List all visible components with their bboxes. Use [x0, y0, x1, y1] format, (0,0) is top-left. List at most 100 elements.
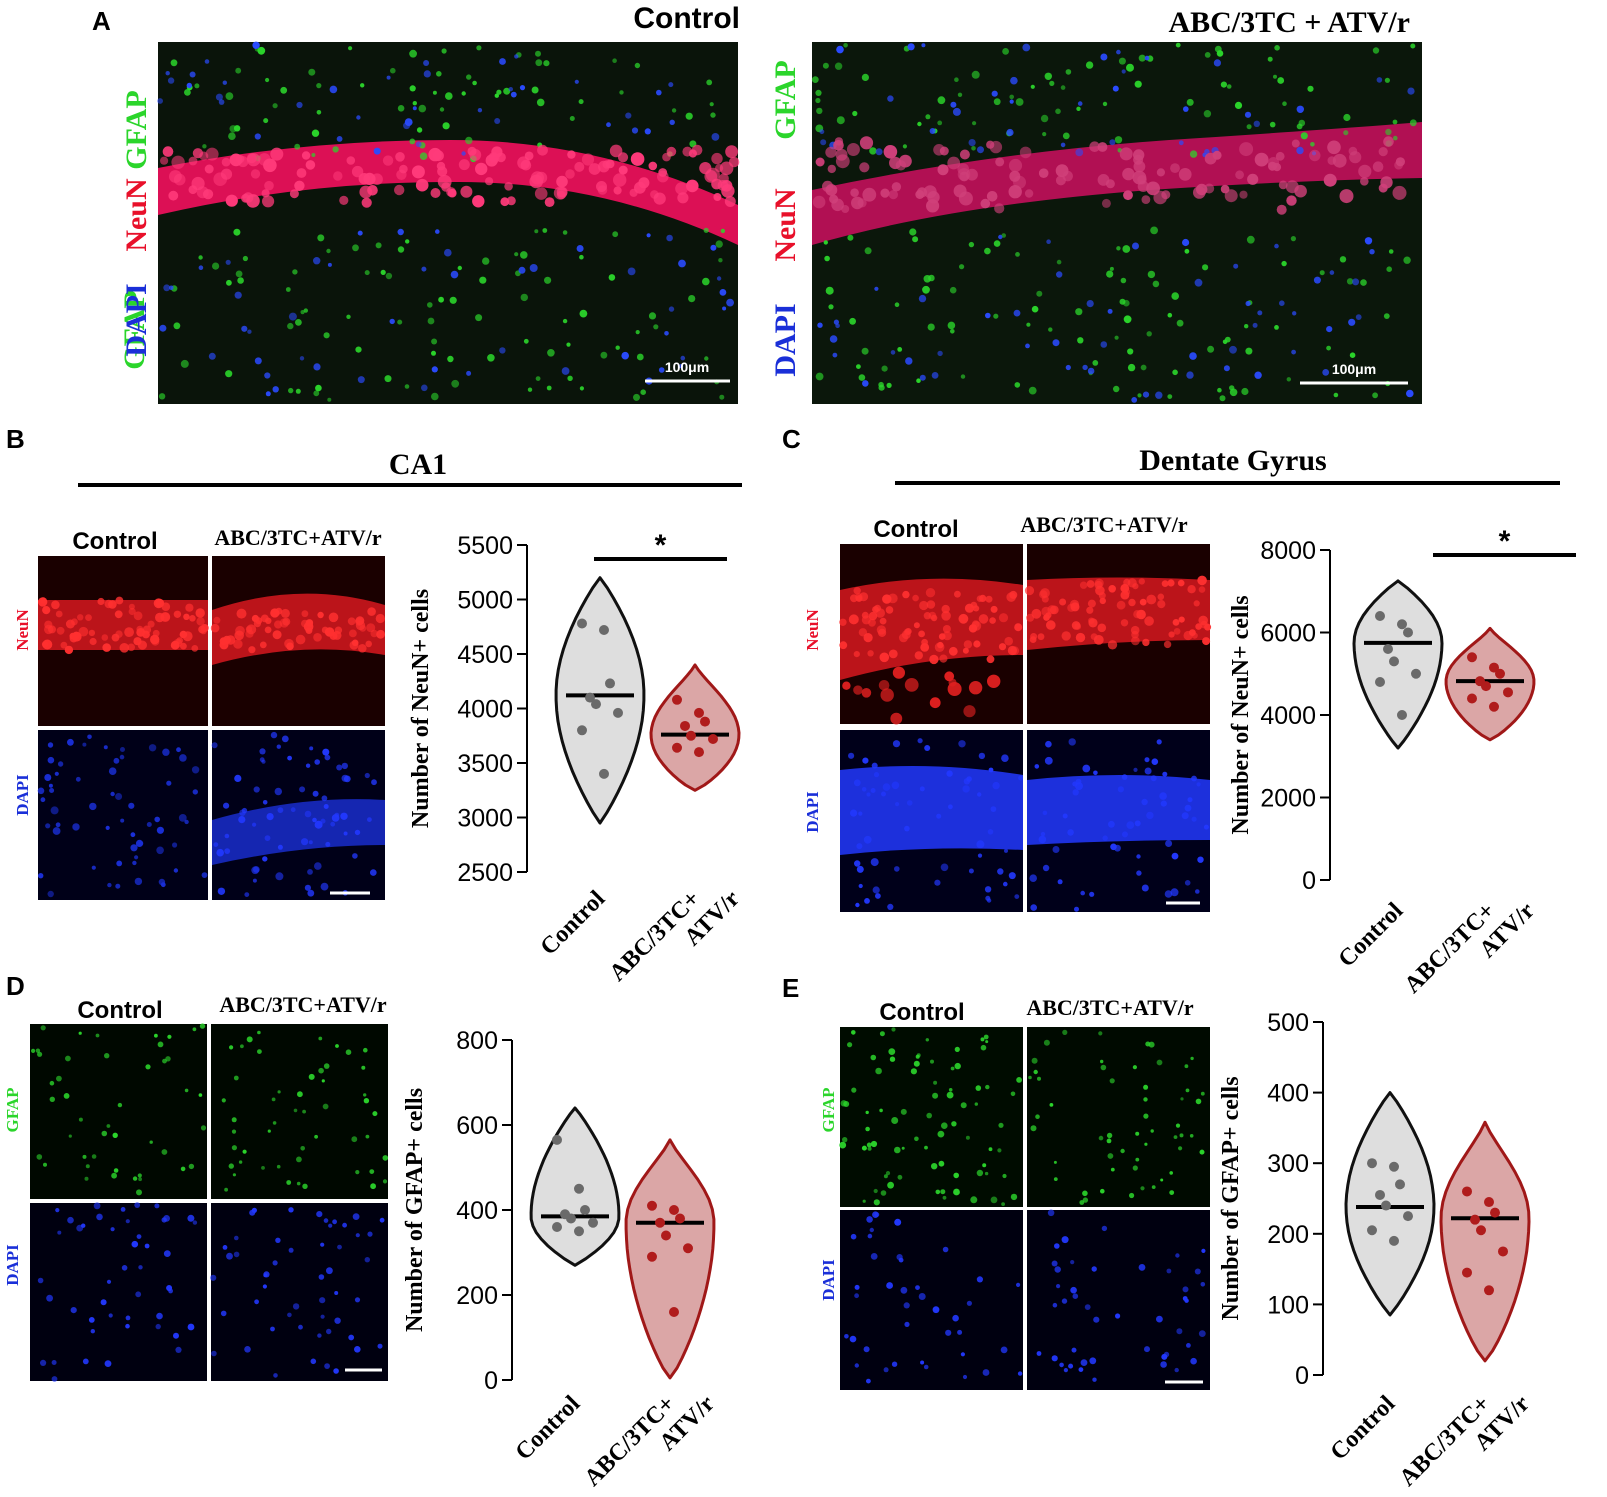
cell-dot: [296, 101, 303, 109]
cell-dot: [1114, 844, 1121, 852]
cell-dot: [544, 197, 555, 208]
cell-dot: [1026, 613, 1035, 622]
cell-dot: [1030, 84, 1035, 89]
cell-dot: [192, 789, 198, 795]
cell-dot: [1372, 47, 1380, 54]
cell-dot: [1170, 163, 1180, 174]
cell-dot: [677, 192, 689, 204]
cell-dot: [514, 252, 519, 257]
cell-dot: [1163, 640, 1172, 649]
data-point: [552, 1222, 562, 1232]
data-point: [669, 1205, 679, 1215]
cell-dot: [1127, 578, 1137, 588]
cell-dot: [1322, 369, 1330, 376]
cell-dot: [116, 860, 123, 867]
cell-dot: [296, 1181, 301, 1186]
cell-dot: [261, 189, 270, 198]
cell-dot: [1049, 1103, 1054, 1107]
cell-dot: [1171, 852, 1179, 860]
cell-dot: [863, 1346, 870, 1353]
cell-dot: [856, 843, 863, 850]
cell-dot: [867, 1146, 872, 1151]
cell-dot: [985, 595, 993, 603]
cell-dot: [923, 1364, 929, 1370]
cell-dot: [78, 1117, 83, 1122]
y-axis-label: Number of GFAP+ cells: [1218, 1076, 1244, 1320]
cell-dot: [855, 593, 863, 601]
cell-dot: [1109, 1078, 1115, 1084]
cell-dot: [49, 1080, 55, 1086]
cell-dot: [370, 1183, 376, 1190]
cell-dot: [355, 1170, 360, 1175]
cell-dot: [112, 1132, 118, 1139]
cell-dot: [1169, 1171, 1173, 1175]
cell-dot: [267, 1129, 271, 1133]
cell-dot: [288, 312, 297, 321]
cell-dot: [1197, 575, 1207, 586]
cell-dot: [865, 1126, 870, 1132]
cell-dot: [1000, 1346, 1008, 1354]
cell-dot: [311, 153, 316, 157]
cell-dot: [1101, 1225, 1108, 1232]
cell-dot: [266, 813, 274, 821]
cell-dot: [1017, 1371, 1023, 1376]
cell-dot: [416, 127, 423, 133]
cell-dot: [1075, 632, 1086, 643]
cell-dot: [1296, 146, 1304, 155]
cell-dot: [1319, 270, 1325, 276]
cell-dot: [375, 613, 385, 624]
cell-dot: [133, 611, 143, 621]
cell-dot: [477, 108, 483, 113]
cell-dot: [579, 309, 588, 318]
cell-dot: [861, 347, 869, 355]
data-point: [552, 1134, 562, 1145]
cell-dot: [88, 1317, 95, 1323]
cell-dot: [233, 639, 243, 649]
cell-dot: [1333, 392, 1339, 398]
cell-dot: [324, 754, 331, 761]
cell-dot: [1074, 906, 1079, 912]
cell-dot: [1100, 1059, 1104, 1064]
data-point: [680, 720, 690, 731]
cell-dot: [1015, 252, 1020, 257]
cell-dot: [1252, 322, 1258, 328]
cell-dot: [241, 325, 248, 332]
cell-dot: [951, 1121, 957, 1127]
cell-dot: [189, 615, 196, 622]
cell-dot: [192, 1027, 197, 1032]
cell-dot: [627, 267, 636, 276]
panel-d-col-treatment: ABC/3TC+ATV/r: [219, 992, 387, 1017]
cell-dot: [233, 1251, 240, 1258]
cell-dot: [110, 791, 115, 797]
data-point: [675, 1213, 685, 1224]
cell-dot: [389, 318, 395, 325]
cell-dot: [1233, 263, 1239, 269]
cell-dot: [854, 1284, 860, 1290]
cell-dot: [57, 1230, 62, 1235]
cell-dot: [968, 139, 976, 147]
cell-dot: [566, 342, 571, 347]
cell-dot: [327, 397, 332, 402]
cell-dot: [248, 646, 256, 654]
cell-dot: [198, 625, 206, 634]
cell-dot: [37, 1277, 44, 1284]
cell-dot: [960, 1102, 967, 1109]
cell-dot: [176, 747, 181, 753]
cell-dot: [1300, 132, 1308, 140]
cell-dot: [1274, 45, 1280, 51]
cell-dot: [1067, 829, 1074, 836]
cell-dot: [853, 587, 861, 595]
cell-dot: [447, 355, 454, 363]
cell-dot: [1184, 1064, 1189, 1069]
cell-dot: [442, 122, 450, 130]
cell-dot: [264, 180, 274, 191]
cell-dot: [322, 748, 330, 756]
cell-dot: [1388, 249, 1394, 254]
cell-dot: [848, 614, 859, 625]
cell-dot: [962, 1374, 968, 1380]
cell-dot: [323, 804, 329, 809]
cell-dot: [1123, 190, 1133, 201]
cell-dot: [881, 365, 888, 372]
cell-dot: [1187, 585, 1196, 594]
cell-dot: [264, 372, 271, 379]
